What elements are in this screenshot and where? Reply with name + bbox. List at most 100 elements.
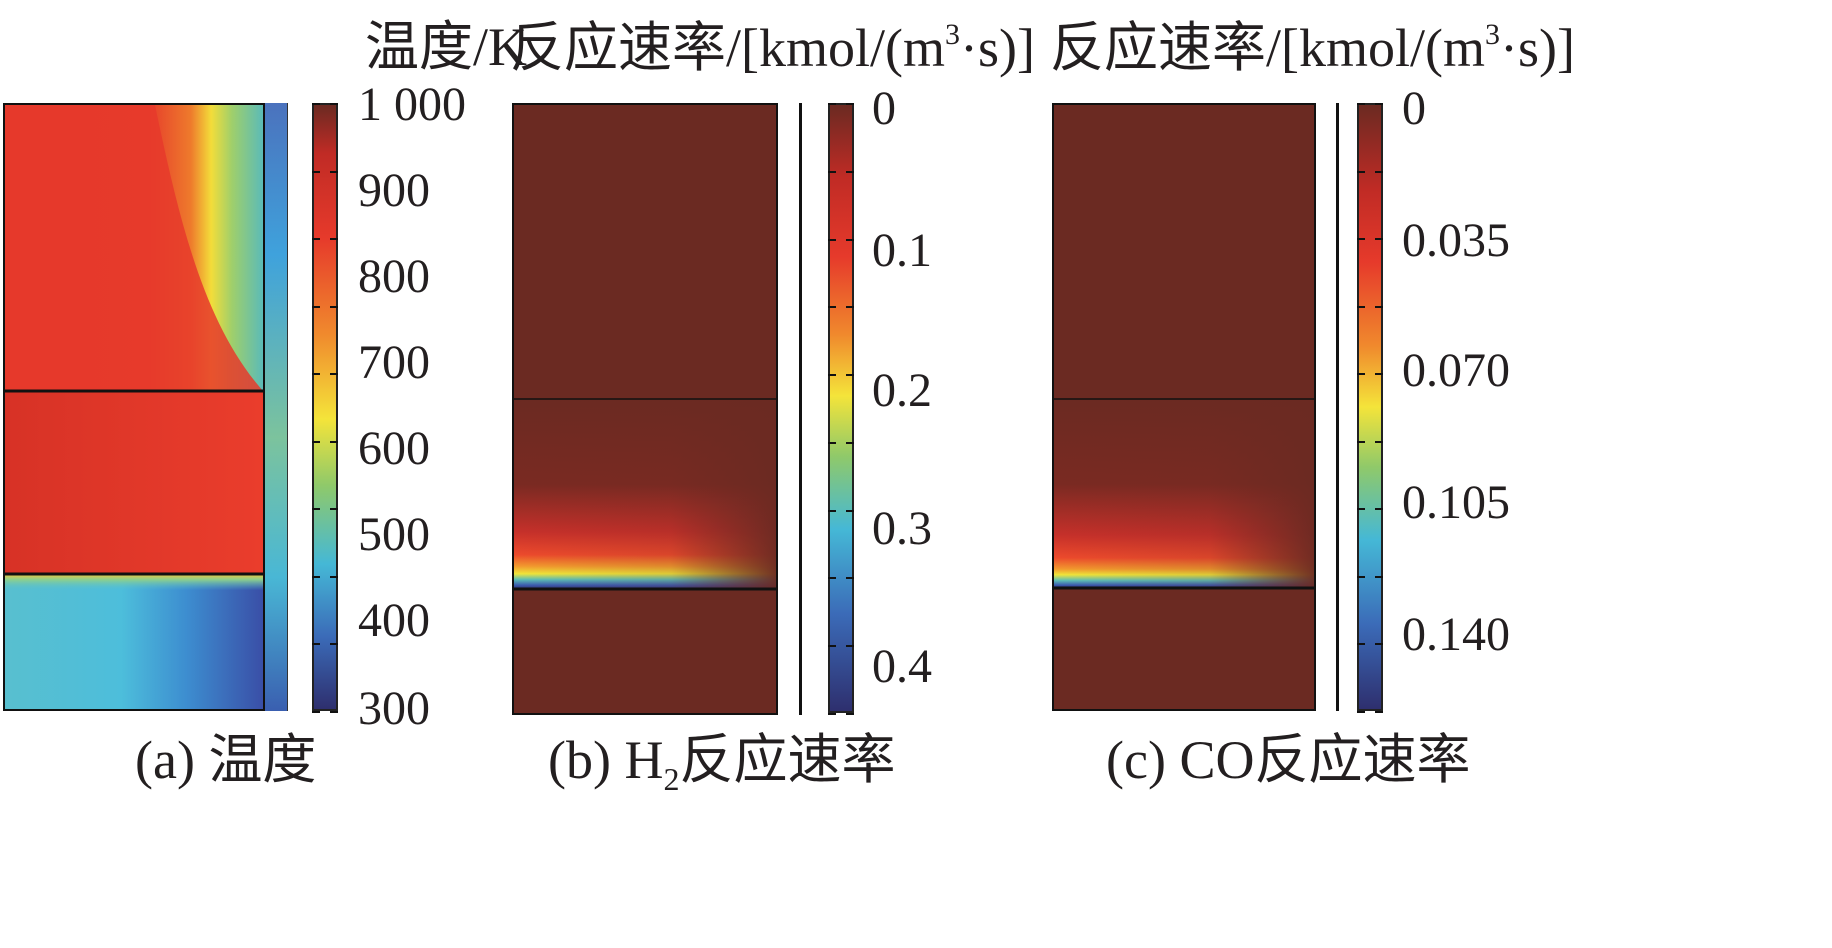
colorbar-tick-mark: [312, 306, 320, 308]
colorbar-tick-mark: [312, 171, 320, 173]
colorbar-tick-label: 0.4: [872, 640, 932, 693]
colorbar-tick-mark: [1375, 238, 1383, 240]
colorbar-tick-mark: [846, 510, 854, 512]
colorbar-tick-mark: [312, 373, 320, 375]
colorbar-tick-mark: [312, 643, 320, 645]
colorbar-c-title-end: ·s)]: [1499, 18, 1575, 78]
colorbar-tick-mark: [846, 239, 854, 241]
colorbar-tick-mark: [828, 442, 836, 444]
colorbar-tick-mark: [330, 441, 338, 443]
colorbar-tick-mark: [330, 103, 338, 105]
colorbar-tick-mark: [330, 238, 338, 240]
colorbar-tick-mark: [828, 645, 836, 647]
colorbar-tick-label: 0: [1402, 82, 1426, 135]
colorbar-tick-mark: [1357, 643, 1365, 645]
colorbar-a-title: 温度/K: [365, 17, 527, 77]
colorbar-tick-mark: [846, 374, 854, 376]
colorbar-b-title: 反应速率/[kmol/(m3·s)]: [510, 18, 1035, 78]
colorbar-tick-label: 0.3: [872, 502, 932, 555]
colorbar-tick-label: 0.2: [872, 364, 932, 417]
colorbar-tick-mark: [846, 577, 854, 579]
colorbar-tick-label: 0.1: [872, 224, 932, 277]
colorbar-tick-label: 300: [358, 682, 430, 735]
colorbar-tick-label: 700: [358, 336, 430, 389]
colorbar-tick-label: 0.035: [1402, 214, 1510, 267]
colorbar-tick-label: 400: [358, 594, 430, 647]
colorbar-tick-mark: [1357, 373, 1365, 375]
colorbar-tick-mark: [330, 576, 338, 578]
colorbar-tick-mark: [1357, 576, 1365, 578]
colorbar-c-title-sup: 3: [1484, 18, 1500, 51]
colorbar-b-title-sup: 3: [944, 18, 960, 51]
colorbar-tick-label: 0.070: [1402, 344, 1510, 397]
colorbar-tick-mark: [846, 645, 854, 647]
colorbar-b-title-text: 反应速率/[kmol/(m: [510, 18, 945, 78]
colorbar-tick-mark: [312, 441, 320, 443]
colorbar-tick-label: 600: [358, 422, 430, 475]
colorbar-tick-mark: [1375, 711, 1383, 713]
co-rate-field-plot: [1052, 103, 1316, 711]
colorbar-c: [1357, 103, 1383, 711]
colorbar-tick-label: 0.140: [1402, 608, 1510, 661]
colorbar-c-title: 反应速率/[kmol/(m3·s)]: [1050, 18, 1575, 78]
colorbar-tick-mark: [312, 711, 320, 713]
colorbar-tick-label: 0.105: [1402, 476, 1510, 529]
colorbar-tick-mark: [312, 508, 320, 510]
colorbar-tick-mark: [1357, 171, 1365, 173]
colorbar-tick-mark: [1357, 441, 1365, 443]
colorbar-tick-mark: [1375, 508, 1383, 510]
colorbar-tick-mark: [828, 171, 836, 173]
colorbar-tick-mark: [846, 713, 854, 715]
colorbar-tick-mark: [312, 238, 320, 240]
h2-rate-field-plot: [512, 103, 778, 715]
colorbar-tick-mark: [828, 306, 836, 308]
colorbar-tick-mark: [330, 306, 338, 308]
colorbar-tick-mark: [846, 442, 854, 444]
colorbar-tick-mark: [846, 171, 854, 173]
temperature-field-plot: [3, 103, 265, 711]
colorbar-tick-mark: [828, 239, 836, 241]
colorbar-a: [312, 103, 338, 711]
caption-c-species: CO: [1179, 730, 1255, 790]
colorbar-tick-mark: [330, 508, 338, 510]
colorbar-tick-mark: [330, 711, 338, 713]
caption-b-text: 反应速率: [679, 730, 896, 790]
colorbar-tick-mark: [1357, 508, 1365, 510]
caption-a-text: 温度: [208, 730, 317, 790]
colorbar-tick-mark: [846, 103, 854, 105]
caption-a-label: (a): [135, 730, 195, 790]
temperature-wall-strip: [265, 103, 288, 711]
colorbar-tick-mark: [828, 713, 836, 715]
caption-b-species-sub: 2: [663, 760, 680, 797]
colorbar-tick-mark: [1375, 441, 1383, 443]
colorbar-tick-mark: [1357, 711, 1365, 713]
colorbar-tick-mark: [1375, 373, 1383, 375]
caption-b-species: H: [624, 730, 664, 790]
caption-b-label: (b): [548, 730, 611, 790]
colorbar-b-title-end: ·s)]: [959, 18, 1035, 78]
colorbar-tick-mark: [1375, 103, 1383, 105]
colorbar-b: [828, 103, 854, 713]
caption-c-label: (c): [1106, 730, 1166, 790]
colorbar-tick-label: 900: [358, 164, 430, 217]
colorbar-tick-mark: [312, 103, 320, 105]
caption-c-text: 反应速率: [1254, 730, 1471, 790]
colorbar-tick-mark: [846, 306, 854, 308]
colorbar-tick-mark: [330, 643, 338, 645]
colorbar-tick-mark: [828, 374, 836, 376]
colorbar-c-title-text: 反应速率/[kmol/(m: [1050, 18, 1485, 78]
colorbar-tick-mark: [1357, 306, 1365, 308]
colorbar-tick-mark: [330, 171, 338, 173]
colorbar-tick-mark: [828, 103, 836, 105]
plot-b-side-line: [799, 103, 802, 715]
colorbar-tick-mark: [1375, 643, 1383, 645]
plot-c-side-line: [1336, 103, 1339, 711]
colorbar-tick-mark: [330, 373, 338, 375]
colorbar-tick-mark: [828, 577, 836, 579]
colorbar-tick-label: 0: [872, 82, 896, 135]
colorbar-tick-mark: [1357, 103, 1365, 105]
colorbar-tick-label: 1 000: [358, 78, 466, 131]
colorbar-tick-mark: [828, 510, 836, 512]
colorbar-tick-label: 800: [358, 250, 430, 303]
colorbar-tick-mark: [1357, 238, 1365, 240]
